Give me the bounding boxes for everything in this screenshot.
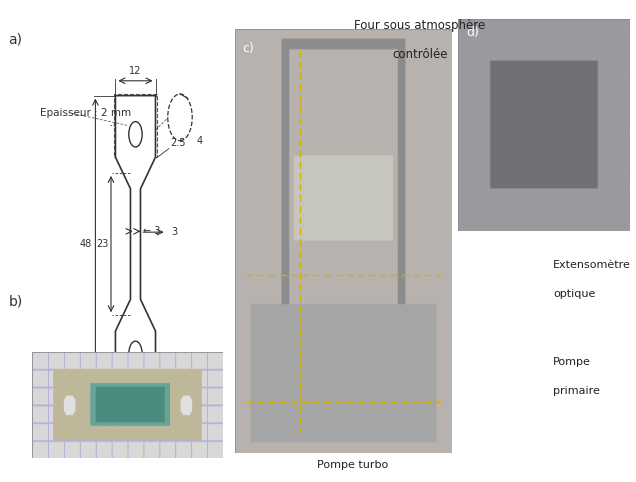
Circle shape [161,416,172,437]
Text: TC: TC [161,445,172,455]
Text: Pompe: Pompe [553,357,591,367]
Text: L: L [183,422,188,431]
Text: a): a) [9,32,23,46]
Circle shape [128,341,142,367]
Text: Four sous atmosphère: Four sous atmosphère [354,19,485,32]
Text: b): b) [9,295,23,309]
Text: 3: 3 [171,227,177,237]
Text: TL: TL [168,388,178,398]
Text: 4: 4 [197,135,203,146]
Text: optique: optique [553,289,596,299]
Text: Pompe turbo: Pompe turbo [317,460,389,470]
Text: contrôlée: contrôlée [392,48,448,61]
Text: 48: 48 [80,239,92,249]
Text: c): c) [242,41,254,54]
Text: 23: 23 [96,239,108,249]
Text: ← 3: ← 3 [142,227,160,236]
Text: d): d) [467,26,480,39]
Text: 12: 12 [129,66,142,76]
Polygon shape [116,95,155,392]
Text: 2.5: 2.5 [170,138,186,147]
Text: primaire: primaire [553,386,600,396]
Text: Dimensions en mm: Dimensions en mm [85,448,186,458]
Circle shape [128,121,142,147]
Text: Extensomètre: Extensomètre [553,260,631,270]
Text: Epaisseur : 2 mm: Epaisseur : 2 mm [39,107,131,118]
